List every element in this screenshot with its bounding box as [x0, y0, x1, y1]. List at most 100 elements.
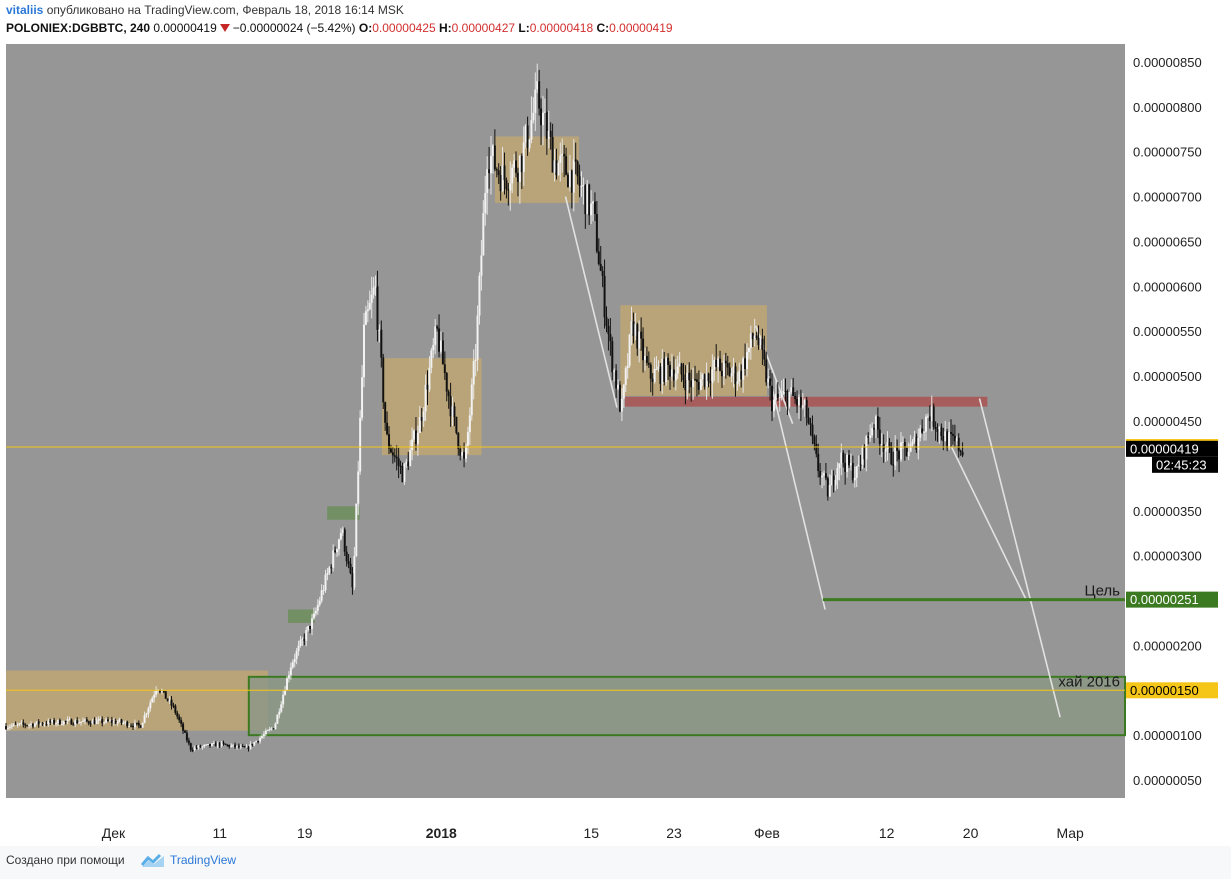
candle-body [493, 145, 496, 170]
candle-body [337, 539, 340, 550]
candle-body [955, 437, 958, 442]
candle-body [351, 573, 354, 588]
candle-body [709, 381, 712, 384]
candle-body [647, 362, 650, 365]
candle-body [230, 745, 233, 747]
candle-body [636, 324, 639, 349]
candle-body [532, 112, 535, 121]
candle-body [543, 111, 546, 113]
candle-body [12, 723, 15, 726]
candle-body [324, 574, 327, 591]
candle-body [657, 366, 660, 369]
candle-body [76, 720, 79, 724]
candle-body [318, 600, 321, 605]
candle-body [874, 416, 877, 430]
footer: Создано при помощи TradingView [0, 846, 1231, 879]
candle-body [343, 529, 346, 552]
candle-body [497, 170, 500, 176]
candle-body [836, 467, 839, 481]
candle-body [705, 373, 708, 387]
candle-body [630, 321, 633, 335]
candle-body [488, 169, 491, 174]
candle-body [22, 722, 25, 725]
candle-body [299, 640, 302, 646]
candle-body [189, 743, 192, 750]
y-tick-label: 0.00000750 [1133, 145, 1202, 160]
candle-body [453, 406, 456, 417]
candle-body [449, 396, 452, 417]
candle-body [339, 532, 342, 540]
candle-body [101, 719, 104, 724]
candle-body [216, 742, 219, 747]
candle-body [35, 721, 38, 724]
accumulation-zone-6 [287, 609, 315, 623]
candle-body [411, 439, 414, 450]
candle-body [112, 720, 115, 723]
candle-body [574, 159, 577, 162]
projection-line-3 [950, 446, 1028, 601]
candle-body [143, 715, 146, 723]
candle-body [551, 136, 554, 173]
candle-body [894, 447, 897, 466]
candle-body [618, 384, 621, 412]
candle-body [742, 358, 745, 380]
candle-body [160, 691, 163, 693]
candle-body [486, 169, 489, 193]
candle-body [51, 719, 54, 723]
candle-body [53, 719, 56, 724]
candle-body [170, 699, 173, 706]
candle-body [320, 590, 323, 601]
projection-line-2 [768, 375, 826, 610]
candle-body [222, 742, 225, 744]
candle-body [472, 361, 475, 385]
candle-body [892, 464, 895, 466]
candle-body [715, 359, 718, 368]
candle-body [401, 466, 404, 483]
candle-body [907, 451, 910, 457]
time-scale[interactable] [0, 798, 1231, 846]
candle-body [201, 746, 204, 748]
candle-body [863, 446, 866, 460]
candle-body [821, 475, 824, 478]
symbol-label[interactable]: POLONIEX:DGBBTC, 240 [6, 21, 151, 35]
candle-body [746, 352, 749, 369]
candle-body [940, 427, 943, 436]
candle-body [588, 184, 591, 216]
candle-body [738, 370, 741, 382]
support-zone-7 [247, 675, 1126, 737]
candle-body [755, 335, 758, 339]
candle-body [826, 478, 829, 497]
candle-body [911, 441, 914, 445]
tradingview-link[interactable]: TradingView [170, 853, 237, 867]
candle-body [869, 435, 872, 438]
author-link[interactable]: vitaliis [6, 3, 44, 17]
tradingview-logo-icon[interactable] [141, 852, 165, 868]
candle-body [924, 416, 927, 432]
candle-body [316, 604, 319, 611]
price-scale[interactable] [1125, 44, 1231, 798]
candle-body [555, 160, 558, 176]
candle-body [909, 444, 912, 452]
candle-body [959, 450, 962, 453]
candle-body [334, 550, 337, 553]
candle-body [884, 449, 887, 452]
candle-body [732, 366, 735, 374]
candle-body [772, 399, 775, 412]
low-value: 0.00000418 [529, 21, 594, 35]
candle-body [919, 428, 922, 438]
price-tag-bg-2 [1126, 591, 1218, 608]
candle-body [915, 436, 918, 450]
candle-body [114, 720, 117, 724]
candle-body [848, 454, 851, 466]
candle-body [796, 398, 799, 406]
price-chart[interactable]: 0.000004210.000004190.00000251Цель0.0000… [0, 44, 1231, 846]
candle-body [70, 719, 73, 725]
candle-body [224, 743, 227, 745]
candle-body [176, 712, 179, 717]
candle-body [642, 338, 645, 361]
candle-body [382, 357, 385, 403]
candle-body [135, 722, 138, 724]
high-label: H: [438, 21, 452, 35]
candle-body [942, 435, 945, 442]
candle-body [235, 745, 238, 748]
